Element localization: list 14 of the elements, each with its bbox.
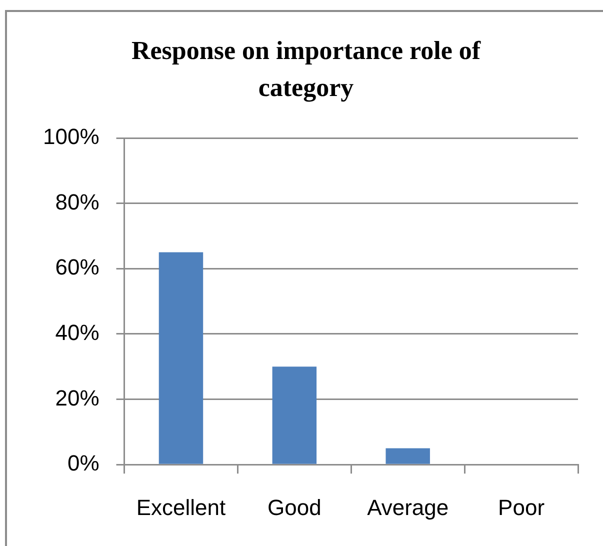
y-tick-label: 100% [42, 124, 100, 150]
x-tick-label: Average [367, 494, 449, 520]
x-tick-label: Poor [498, 494, 545, 520]
y-tick-label: 0% [67, 450, 100, 476]
x-tick-label: Good [268, 494, 322, 520]
y-tick-label: 20% [55, 385, 100, 410]
y-tick-label: 40% [55, 320, 100, 346]
bar [158, 252, 204, 464]
x-tick-label: Excellent [136, 494, 226, 520]
y-tick-label: 80% [55, 189, 100, 214]
bar [272, 366, 317, 464]
y-tick-label: 60% [55, 254, 100, 280]
chart-title: Response on importance role of category [130, 35, 482, 104]
bar [386, 448, 430, 464]
